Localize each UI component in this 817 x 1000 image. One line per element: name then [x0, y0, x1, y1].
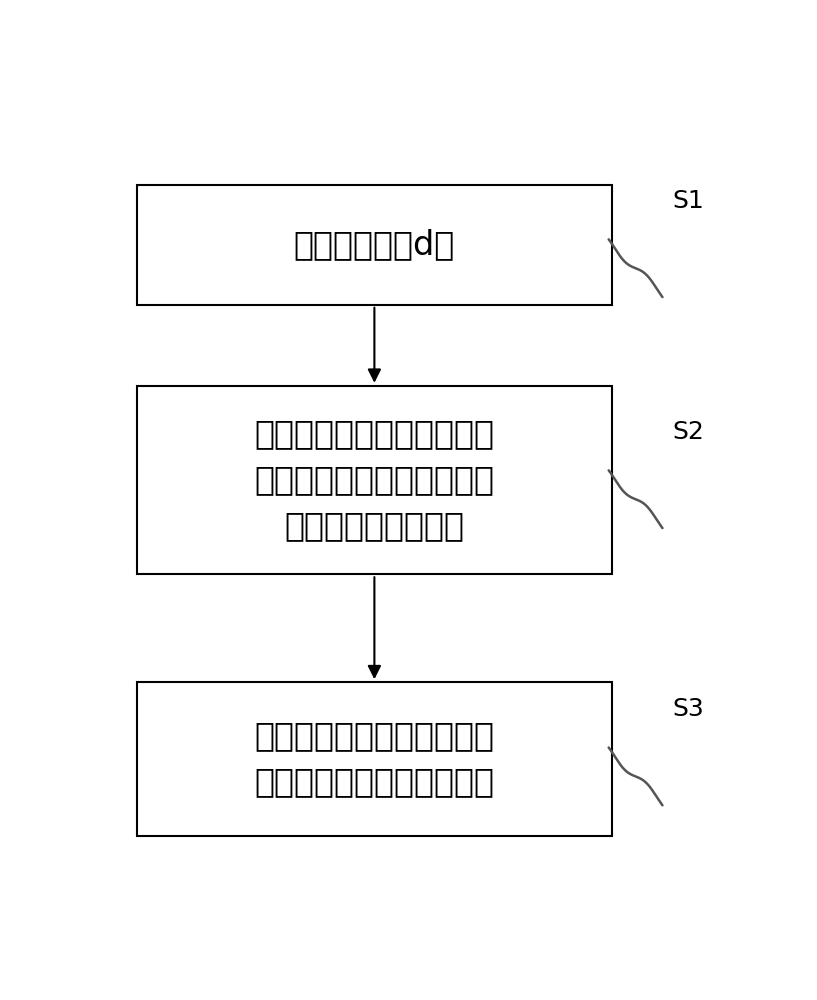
Text: S3: S3	[672, 697, 703, 721]
FancyBboxPatch shape	[137, 386, 612, 574]
Text: S2: S2	[672, 420, 704, 444]
FancyBboxPatch shape	[137, 682, 612, 836]
Text: S1: S1	[672, 189, 703, 213]
Text: 获取磁场数据d。: 获取磁场数据d。	[294, 229, 455, 262]
Text: 构建反演网格模型，对所述
反演网格模型进行结构化非
均匀的多层网格剖分: 构建反演网格模型，对所述 反演网格模型进行结构化非 均匀的多层网格剖分	[254, 417, 494, 542]
Text: 构建目标函数，采用积分方
程三维反演计算等效源模型: 构建目标函数，采用积分方 程三维反演计算等效源模型	[254, 720, 494, 799]
FancyBboxPatch shape	[137, 185, 612, 305]
